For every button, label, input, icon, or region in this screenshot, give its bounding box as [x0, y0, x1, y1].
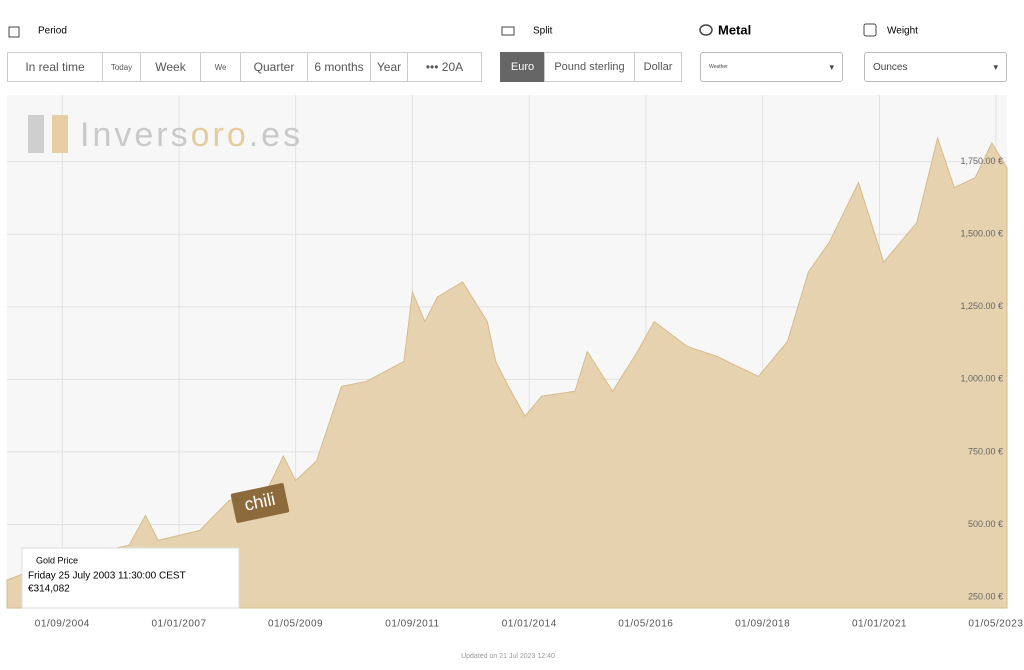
y-tick-label: 1,250.00 € — [960, 301, 1003, 311]
period-button[interactable]: Week — [140, 52, 201, 82]
period-button[interactable]: 6 months — [307, 52, 371, 82]
logo-bar — [52, 115, 68, 153]
tooltip-title: Gold Price — [36, 555, 78, 565]
footer: Updated on 21 Jul 2023 12:40 — [461, 653, 555, 660]
y-tick-label: 500.00 € — [968, 519, 1003, 529]
watermark-part: .es — [249, 116, 303, 154]
x-tick-label: 01/05/2016 — [618, 619, 673, 630]
x-tick-label: 01/05/2023 — [968, 619, 1023, 630]
calendar-icon — [8, 26, 20, 38]
y-tick-label: 1,750.00 € — [960, 156, 1003, 166]
x-tick-label: 01/01/2014 — [502, 619, 557, 630]
x-tick-label: 01/09/2004 — [35, 619, 90, 630]
watermark-part: Invers — [80, 116, 191, 154]
x-tick-label: 01/05/2009 — [268, 619, 323, 630]
period-button[interactable]: ••• 20A — [407, 52, 482, 82]
x-tick-label: 01/09/2011 — [385, 619, 439, 630]
tooltip-value: €314,082 — [28, 584, 70, 595]
weight-label: Weight — [887, 26, 918, 37]
metal-dropdown[interactable]: Weather — [700, 52, 843, 82]
money-icon — [501, 26, 515, 36]
period-button[interactable]: We — [200, 52, 241, 82]
weight-icon — [863, 23, 877, 37]
y-tick-label: 1,500.00 € — [960, 229, 1003, 239]
watermark-part: oro — [191, 116, 249, 154]
metal-icon — [699, 24, 713, 36]
period-button[interactable]: In real time — [7, 52, 103, 82]
area — [6, 136, 1008, 609]
split-option[interactable]: Dollar — [634, 52, 682, 82]
tag-bg — [230, 483, 290, 523]
weight-dropdown[interactable]: Ounces — [864, 52, 1007, 82]
tooltip-date: Friday 25 July 2003 11:30:00 CEST — [28, 571, 186, 582]
period-button[interactable]: Year — [370, 52, 408, 82]
metal-label: Metal — [718, 22, 751, 37]
split-option[interactable]: Pound sterling — [544, 52, 635, 82]
y-tick-label: 750.00 € — [968, 446, 1003, 456]
split-option[interactable]: Euro — [500, 52, 545, 82]
x-tick-label: 01/01/2021 — [852, 619, 907, 630]
x-tick-label: 01/01/2007 — [151, 619, 206, 630]
logo-bar — [28, 115, 44, 153]
period-label: Period — [38, 26, 67, 37]
tooltip — [21, 547, 240, 609]
period-button[interactable]: Quarter — [240, 52, 308, 82]
watermark: Inversoro.es — [80, 116, 303, 154]
tag: chili — [230, 483, 290, 523]
y-tick-label: 250.00 € — [968, 591, 1003, 601]
y-tick-label: 1,000.00 € — [960, 374, 1003, 384]
period-button[interactable]: Today — [102, 52, 141, 82]
x-tick-label: 01/09/2018 — [735, 619, 790, 630]
split-label: Split — [533, 26, 553, 37]
